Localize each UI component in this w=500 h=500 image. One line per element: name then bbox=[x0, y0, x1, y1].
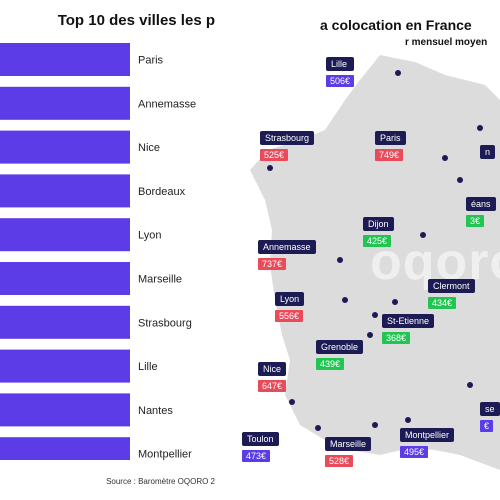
city-price: 749€ bbox=[375, 149, 404, 161]
city-dot bbox=[337, 257, 343, 263]
city-dot bbox=[315, 425, 321, 431]
city-marker: se € bbox=[480, 402, 500, 434]
category-label: Bordeaux bbox=[138, 186, 186, 198]
city-price: 525€ bbox=[260, 149, 289, 161]
city-name: Lille bbox=[326, 57, 355, 71]
city-price: 556€ bbox=[275, 310, 304, 322]
city-price: 647€ bbox=[258, 380, 287, 392]
city-price: 425€ bbox=[363, 235, 392, 247]
city-dot bbox=[420, 232, 426, 238]
bar-marseille bbox=[0, 262, 130, 295]
bar-chart-panel: Top 10 des villes les p Paris Annemasse Ni… bbox=[0, 0, 225, 500]
city-name: éans bbox=[466, 197, 496, 211]
city-marker: Lyon 556€ bbox=[275, 292, 305, 324]
category-label: Lyon bbox=[138, 230, 161, 242]
city-marker: Toulon 473€ bbox=[242, 432, 279, 464]
city-dot bbox=[342, 297, 348, 303]
city-marker: Dijon 425€ bbox=[363, 217, 394, 249]
city-dot bbox=[477, 125, 483, 131]
city-dot bbox=[392, 299, 398, 305]
city-name: Lyon bbox=[275, 292, 305, 306]
city-marker: Grenoble 439€ bbox=[316, 340, 364, 372]
map-panel: a colocation en France r mensuel moyen o… bbox=[230, 0, 500, 500]
city-marker: Paris 749€ bbox=[375, 131, 406, 163]
category-label: Montpellier bbox=[138, 449, 192, 460]
city-price: 737€ bbox=[258, 258, 287, 270]
city-name: Marseille bbox=[325, 437, 372, 451]
city-price: 528€ bbox=[325, 455, 354, 467]
city-price: 368€ bbox=[382, 332, 411, 344]
city-dot bbox=[405, 417, 411, 423]
source-note: Source : Baromètre OQORO 2 bbox=[106, 477, 215, 486]
city-dot bbox=[372, 312, 378, 318]
city-marker: Clermont 434€ bbox=[428, 279, 475, 311]
city-name: Paris bbox=[375, 131, 406, 145]
city-marker: Strasbourg 525€ bbox=[260, 131, 315, 163]
france-map bbox=[250, 55, 500, 470]
category-label: Lille bbox=[138, 361, 158, 373]
city-marker: Lille 506€ bbox=[326, 57, 355, 89]
category-label: Marseille bbox=[138, 274, 182, 286]
bar-strasbourg bbox=[0, 305, 130, 339]
city-marker: St-Etienne 368€ bbox=[382, 314, 435, 346]
city-price: 495€ bbox=[400, 446, 429, 458]
city-marker: éans 3€ bbox=[466, 197, 496, 229]
city-name: St-Etienne bbox=[382, 314, 435, 328]
city-name: Annemasse bbox=[258, 240, 316, 254]
city-dot bbox=[395, 70, 401, 76]
city-price: 506€ bbox=[326, 75, 355, 87]
city-name: Montpellier bbox=[400, 428, 455, 442]
city-name: Dijon bbox=[363, 217, 394, 231]
city-name: Nice bbox=[258, 362, 287, 376]
city-dot bbox=[372, 422, 378, 428]
city-name: Toulon bbox=[242, 432, 279, 446]
city-price: 3€ bbox=[466, 215, 485, 227]
bar-nice bbox=[0, 130, 130, 164]
city-marker: Montpellier 495€ bbox=[400, 428, 455, 460]
category-label: Nice bbox=[138, 142, 160, 154]
bar-annemasse bbox=[0, 86, 130, 120]
map-subtitle: r mensuel moyen bbox=[405, 37, 488, 48]
bar-lille bbox=[0, 349, 130, 383]
bar-paris bbox=[0, 43, 130, 76]
city-marker: Annemasse 737€ bbox=[258, 240, 316, 272]
bar-nantes bbox=[0, 393, 130, 427]
bar-chart: Paris Annemasse Nice Bordeaux Lyon Marseille S… bbox=[0, 43, 196, 460]
city-name: se bbox=[480, 402, 500, 416]
city-name: n bbox=[480, 145, 496, 159]
city-marker: Nice 647€ bbox=[258, 362, 287, 394]
category-label: Strasbourg bbox=[138, 317, 192, 329]
city-dot bbox=[267, 165, 273, 171]
city-dot bbox=[467, 382, 473, 388]
bar-montpellier bbox=[0, 437, 130, 460]
city-price: 434€ bbox=[428, 297, 457, 309]
city-price: € bbox=[480, 420, 494, 432]
category-label: Paris bbox=[138, 55, 164, 67]
city-dot bbox=[367, 332, 373, 338]
category-label: Annemasse bbox=[138, 98, 196, 110]
city-name: Strasbourg bbox=[260, 131, 315, 145]
bar-bordeaux bbox=[0, 174, 130, 208]
city-price: 473€ bbox=[242, 450, 271, 462]
city-marker: Marseille 528€ bbox=[325, 437, 372, 469]
chart-title: Top 10 des villes les p bbox=[57, 12, 215, 29]
map-title: a colocation en France bbox=[320, 17, 472, 33]
city-marker: n bbox=[480, 145, 496, 159]
city-name: Grenoble bbox=[316, 340, 364, 354]
city-dot bbox=[289, 399, 295, 405]
city-dot bbox=[457, 177, 463, 183]
category-label: Nantes bbox=[138, 405, 173, 417]
bar-lyon bbox=[0, 218, 130, 252]
city-name: Clermont bbox=[428, 279, 475, 293]
city-dot bbox=[442, 155, 448, 161]
city-price: 439€ bbox=[316, 358, 345, 370]
